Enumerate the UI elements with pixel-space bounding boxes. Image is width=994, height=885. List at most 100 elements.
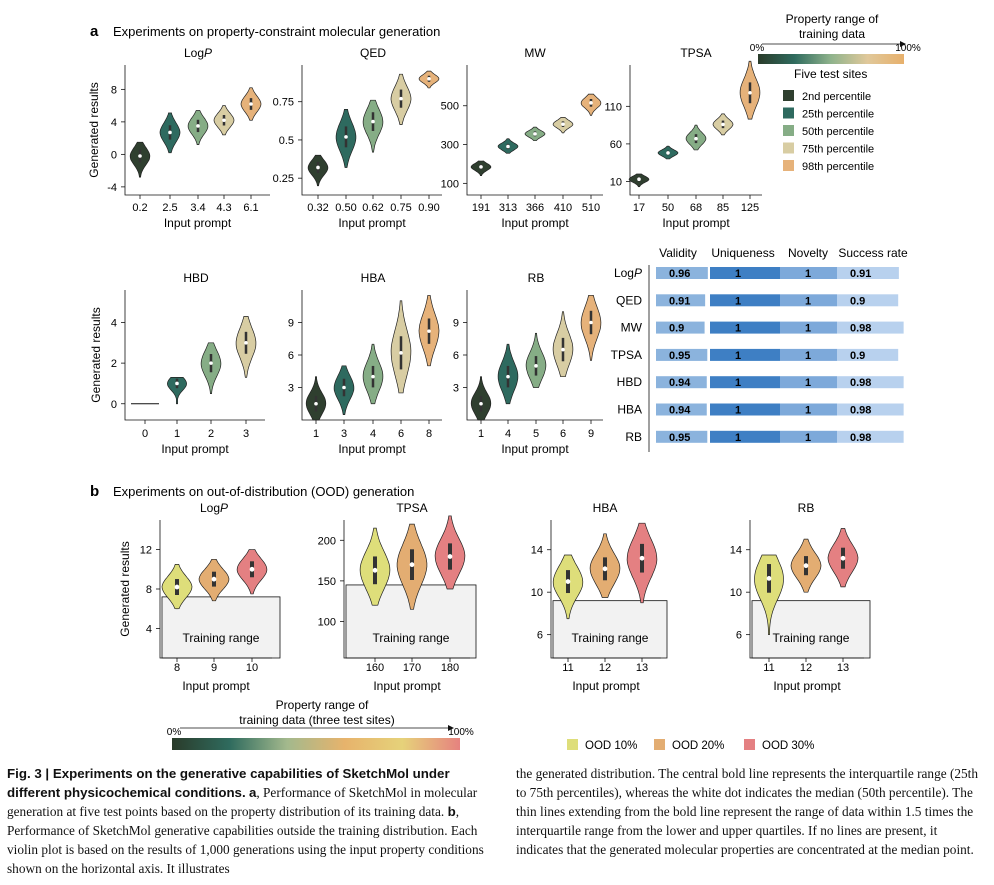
table-cell-value: 1 bbox=[805, 377, 811, 389]
legend-item-label: 98th percentile bbox=[802, 161, 874, 173]
axis-lines bbox=[124, 65, 270, 196]
violin-median bbox=[666, 151, 670, 155]
table-cell-value: 1 bbox=[805, 405, 811, 417]
legend-swatch bbox=[654, 739, 665, 750]
violin-median bbox=[534, 364, 538, 368]
table-row: HBA 0.94 1 1 0.98 bbox=[617, 403, 904, 417]
violin-median bbox=[533, 132, 537, 136]
table-cell-bar bbox=[656, 403, 707, 416]
violin-median bbox=[427, 76, 431, 81]
table-cell-bar bbox=[656, 348, 708, 361]
table-cell-value: 0.94 bbox=[669, 377, 691, 389]
table-row-label: HBA bbox=[617, 403, 642, 417]
table-cell-value: 1 bbox=[805, 350, 811, 362]
caption-left: Fig. 3 | Experiments on the generative c… bbox=[7, 764, 500, 878]
axis-lines bbox=[301, 65, 442, 196]
y-tick-label: 4 bbox=[111, 318, 117, 330]
caption-right: the generated distribution. The central … bbox=[516, 764, 986, 859]
table-row-label: MW bbox=[621, 321, 643, 335]
caption-fig-label: Fig. 3 | Experiments on the generative c… bbox=[7, 766, 450, 800]
metrics-table: Validity Uniqueness Novelty Success rate Log… bbox=[611, 246, 908, 452]
x-tick-label: 2 bbox=[208, 428, 214, 440]
table-row: HBD 0.94 1 1 0.98 bbox=[617, 375, 904, 389]
legend-item-label: OOD 20% bbox=[672, 740, 724, 752]
table-cell-value: 1 bbox=[735, 432, 741, 444]
x-tick-label: 0.75 bbox=[390, 202, 411, 214]
x-tick-label: 410 bbox=[554, 202, 572, 214]
x-tick-label: 313 bbox=[499, 202, 517, 214]
table-cell-bar bbox=[710, 294, 780, 307]
table-cell-bar bbox=[837, 376, 904, 389]
y-tick-label: 0 bbox=[111, 399, 117, 411]
panel-b-colorbar-title-2: training data (three test sites) bbox=[239, 713, 394, 727]
legend-swatch bbox=[744, 739, 755, 750]
y-tick-label: -4 bbox=[107, 182, 117, 194]
table-cell-value: 1 bbox=[735, 295, 741, 307]
table-cell-bar bbox=[780, 267, 837, 279]
panel-b-colorbar-bar bbox=[172, 738, 460, 750]
training-range-label: Training range bbox=[183, 631, 260, 645]
violin-median bbox=[175, 381, 179, 386]
legend-swatch bbox=[567, 739, 578, 750]
x-tick-label: 0 bbox=[142, 428, 148, 440]
violin-plot-hba-a: HBA 3 6 9 1 3 4 6 8 Input prompt bbox=[288, 271, 442, 456]
x-axis-label: Input prompt bbox=[164, 216, 232, 230]
x-axis-label: Input prompt bbox=[501, 442, 569, 456]
violin-plot-qed-a: QED 0.25 0.5 0.75 0.32 0.50 0.62 0.75 0.90 Input … bbox=[273, 46, 442, 230]
table-cell-bar bbox=[710, 348, 780, 361]
violin-median bbox=[222, 118, 226, 123]
table-cell-bar bbox=[837, 430, 904, 443]
x-tick-label: 1 bbox=[478, 428, 484, 440]
table-cell-value: 1 bbox=[735, 377, 741, 389]
training-range-label: Training range bbox=[373, 631, 450, 645]
y-tick-label: 500 bbox=[441, 101, 459, 113]
x-tick-label: 3 bbox=[243, 428, 249, 440]
table-row-label: RB bbox=[625, 430, 642, 444]
training-range-label: Training range bbox=[773, 631, 850, 645]
violin-median bbox=[766, 575, 772, 581]
axis-lines bbox=[124, 290, 265, 421]
violin-plot-rb-b: Training range RB 6 10 14 11 12 13 Input prompt bbox=[730, 501, 871, 693]
y-axis-label: Generated results bbox=[87, 82, 101, 177]
x-tick-label: 13 bbox=[636, 662, 648, 674]
y-tick-label: 12 bbox=[140, 545, 152, 557]
violin-median bbox=[168, 130, 172, 135]
violin-median bbox=[694, 136, 698, 141]
violin-median bbox=[639, 555, 645, 561]
violin-median bbox=[721, 122, 725, 127]
table-cell-bar bbox=[837, 294, 899, 307]
y-tick-label: 150 bbox=[318, 576, 336, 588]
legend-swatch bbox=[783, 160, 794, 171]
x-tick-label: 1 bbox=[313, 428, 319, 440]
x-tick-label: 12 bbox=[599, 662, 611, 674]
table-cell-bar bbox=[837, 403, 904, 416]
table-cell-bar bbox=[780, 430, 837, 443]
plot-title: RB bbox=[528, 271, 545, 285]
axis-lines bbox=[466, 290, 603, 421]
violin-median bbox=[344, 135, 348, 139]
violin-median bbox=[479, 401, 483, 406]
violin-median bbox=[565, 579, 571, 584]
y-tick-label: 6 bbox=[736, 630, 742, 642]
violin-plot-tpsa-b: Training range TPSA 100 150 200 160 170 180Inpu… bbox=[318, 501, 477, 693]
table-cell-bar bbox=[656, 267, 708, 279]
panel-a-legend: Five test sites 2nd percentile 25th perce… bbox=[783, 67, 874, 173]
y-tick-label: 0.5 bbox=[279, 135, 294, 147]
x-tick-label: 0.2 bbox=[132, 202, 147, 214]
violin-median bbox=[506, 144, 510, 149]
legend-swatch bbox=[783, 125, 794, 136]
panel-a-colorbar-max: 100% bbox=[895, 43, 921, 54]
legend-swatch bbox=[783, 142, 794, 154]
table-cell-value: 1 bbox=[805, 268, 811, 280]
violin-median bbox=[371, 119, 375, 124]
axis-lines bbox=[550, 520, 661, 659]
violin-median bbox=[561, 122, 565, 126]
x-tick-label: 0.62 bbox=[362, 202, 383, 214]
panel-a-letter: a bbox=[90, 23, 99, 40]
caption-part-b-label: b bbox=[447, 804, 456, 819]
violin-median bbox=[602, 566, 608, 572]
violin-median bbox=[447, 554, 453, 559]
caption-part-a-text: , Performance of SketchMol in molecular … bbox=[7, 785, 478, 819]
y-tick-label: 2 bbox=[111, 358, 117, 370]
